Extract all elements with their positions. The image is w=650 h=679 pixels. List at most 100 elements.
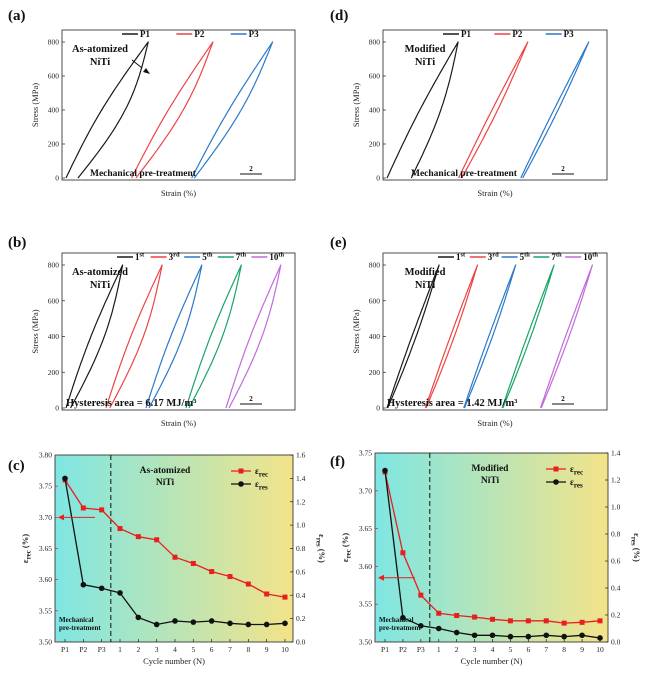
legend-label: 5th — [520, 252, 531, 263]
x-axis-title: Cycle number (N) — [143, 656, 205, 666]
y-tick-label: 0 — [55, 404, 59, 413]
loop-5th — [463, 264, 517, 409]
res-point — [208, 618, 215, 624]
y-axis-title: Stress (MPa) — [30, 309, 40, 353]
y-right-tick-label: 0.8 — [611, 530, 621, 539]
scale-bar-label: 2 — [249, 165, 253, 173]
rec-point — [597, 618, 603, 624]
legend-rec-marker — [238, 468, 244, 474]
x-tick-label: 4 — [491, 645, 495, 654]
res-point — [80, 581, 87, 588]
x-axis-title: Strain (%) — [161, 418, 196, 428]
legend-rec-label: εrec — [255, 466, 268, 479]
rec-point — [561, 620, 567, 626]
annotation-note: Hysteresis area = 6.17 MJ/m³ — [66, 398, 196, 409]
y-left-tick-label: 3.60 — [39, 575, 52, 584]
y-tick-label: 600 — [48, 296, 60, 305]
loop-3rd — [424, 264, 479, 409]
y-right-axis-title: εres (%) — [315, 534, 328, 563]
rec-point — [264, 591, 270, 597]
panel-label: (f) — [330, 454, 345, 470]
res-point — [263, 621, 270, 628]
x-tick-label: 9 — [265, 645, 269, 654]
rec-point — [418, 592, 424, 598]
panel-e: 0 200 400 600 800 Stress (MPa) Strain (%) 1st 3r… — [330, 235, 608, 428]
x-tick-label: 5 — [509, 645, 513, 654]
x-tick-label: 9 — [580, 645, 584, 654]
material-label: Modified — [405, 44, 446, 55]
rec-point — [525, 618, 531, 624]
y-tick-label: 600 — [369, 296, 381, 305]
res-point — [561, 633, 567, 640]
y-tick-label: 800 — [48, 38, 60, 47]
rec-point — [490, 616, 495, 622]
y-right-tick-label: 0.4 — [611, 584, 621, 593]
x-axis-title: Cycle number (N) — [461, 656, 523, 666]
material-label: NiTi — [415, 57, 435, 68]
legend-res-label: εres — [255, 479, 268, 492]
loop-3rd — [105, 264, 163, 409]
res-point — [245, 621, 252, 628]
y-left-tick-label: 3.50 — [39, 638, 52, 647]
panel-label: (b) — [8, 235, 26, 251]
y-right-tick-label: 0.8 — [296, 544, 306, 553]
rec-point — [172, 554, 178, 560]
x-axis-title: Strain (%) — [161, 188, 196, 198]
y-left-axis-title: εrec (%) — [20, 534, 33, 563]
annotation-note: Hysteresis area = 1.42 MJ/m³ — [387, 398, 517, 409]
panel-a: 0 200 400 600 800 Stress (MPa) Strain (%) P1 P2 P… — [8, 8, 296, 198]
rec-point — [454, 613, 460, 619]
x-tick-label: 8 — [562, 645, 566, 654]
legend-res-label: εres — [570, 477, 583, 490]
res-point — [507, 633, 514, 640]
res-point — [453, 629, 460, 636]
legend-label: 10th — [269, 252, 284, 263]
scale-bar-label: 2 — [249, 395, 253, 403]
loop-5th — [145, 264, 203, 409]
material-label: NiTi — [481, 476, 500, 486]
rec-point — [507, 618, 513, 624]
rec-point — [154, 537, 160, 543]
rec-point — [117, 526, 123, 532]
res-point — [400, 614, 406, 621]
res-point — [98, 585, 105, 592]
rec-point — [543, 618, 549, 624]
y-left-tick-label: 3.50 — [359, 638, 372, 647]
y-axis-title: Stress (MPa) — [351, 309, 361, 353]
y-tick-label: 800 — [369, 261, 381, 270]
x-tick-label: 1 — [437, 645, 441, 654]
loop-P1 — [386, 41, 459, 179]
rec-point — [245, 581, 251, 587]
y-left-tick-label: 3.55 — [359, 600, 372, 609]
x-tick-label: 6 — [210, 645, 214, 654]
res-point — [597, 635, 603, 641]
rec-point — [80, 505, 86, 511]
y-tick-label: 400 — [48, 332, 60, 341]
plot-frame — [61, 252, 296, 411]
material-label: Modified — [405, 267, 446, 278]
y-tick-label: 200 — [48, 368, 60, 377]
x-tick-label: 3 — [473, 645, 477, 654]
y-right-tick-label: 0.6 — [296, 567, 306, 576]
res-point — [489, 632, 496, 639]
x-tick-label: P1 — [381, 645, 389, 654]
legend-label: 3rd — [169, 252, 180, 263]
loop-7th — [501, 264, 555, 409]
res-point — [418, 623, 424, 629]
legend-label: 10th — [583, 252, 598, 263]
x-tick-label: 5 — [191, 645, 195, 654]
pretreatment-note: pre-treatment — [59, 624, 101, 632]
y-left-tick-label: 3.60 — [359, 562, 372, 571]
panel-label: (c) — [8, 458, 25, 474]
x-axis-title: Strain (%) — [477, 418, 512, 428]
material-label: Modified — [472, 464, 510, 474]
res-point — [135, 614, 142, 621]
y-right-tick-label: 0.2 — [296, 614, 306, 623]
y-left-tick-label: 3.80 — [39, 451, 52, 460]
arrow-line — [131, 59, 143, 69]
gradient-background — [55, 455, 293, 642]
res-point — [525, 633, 532, 640]
pretreatment-note: Mechanical — [59, 616, 94, 624]
panel-label: (d) — [330, 8, 348, 24]
gradient-background — [375, 453, 608, 642]
